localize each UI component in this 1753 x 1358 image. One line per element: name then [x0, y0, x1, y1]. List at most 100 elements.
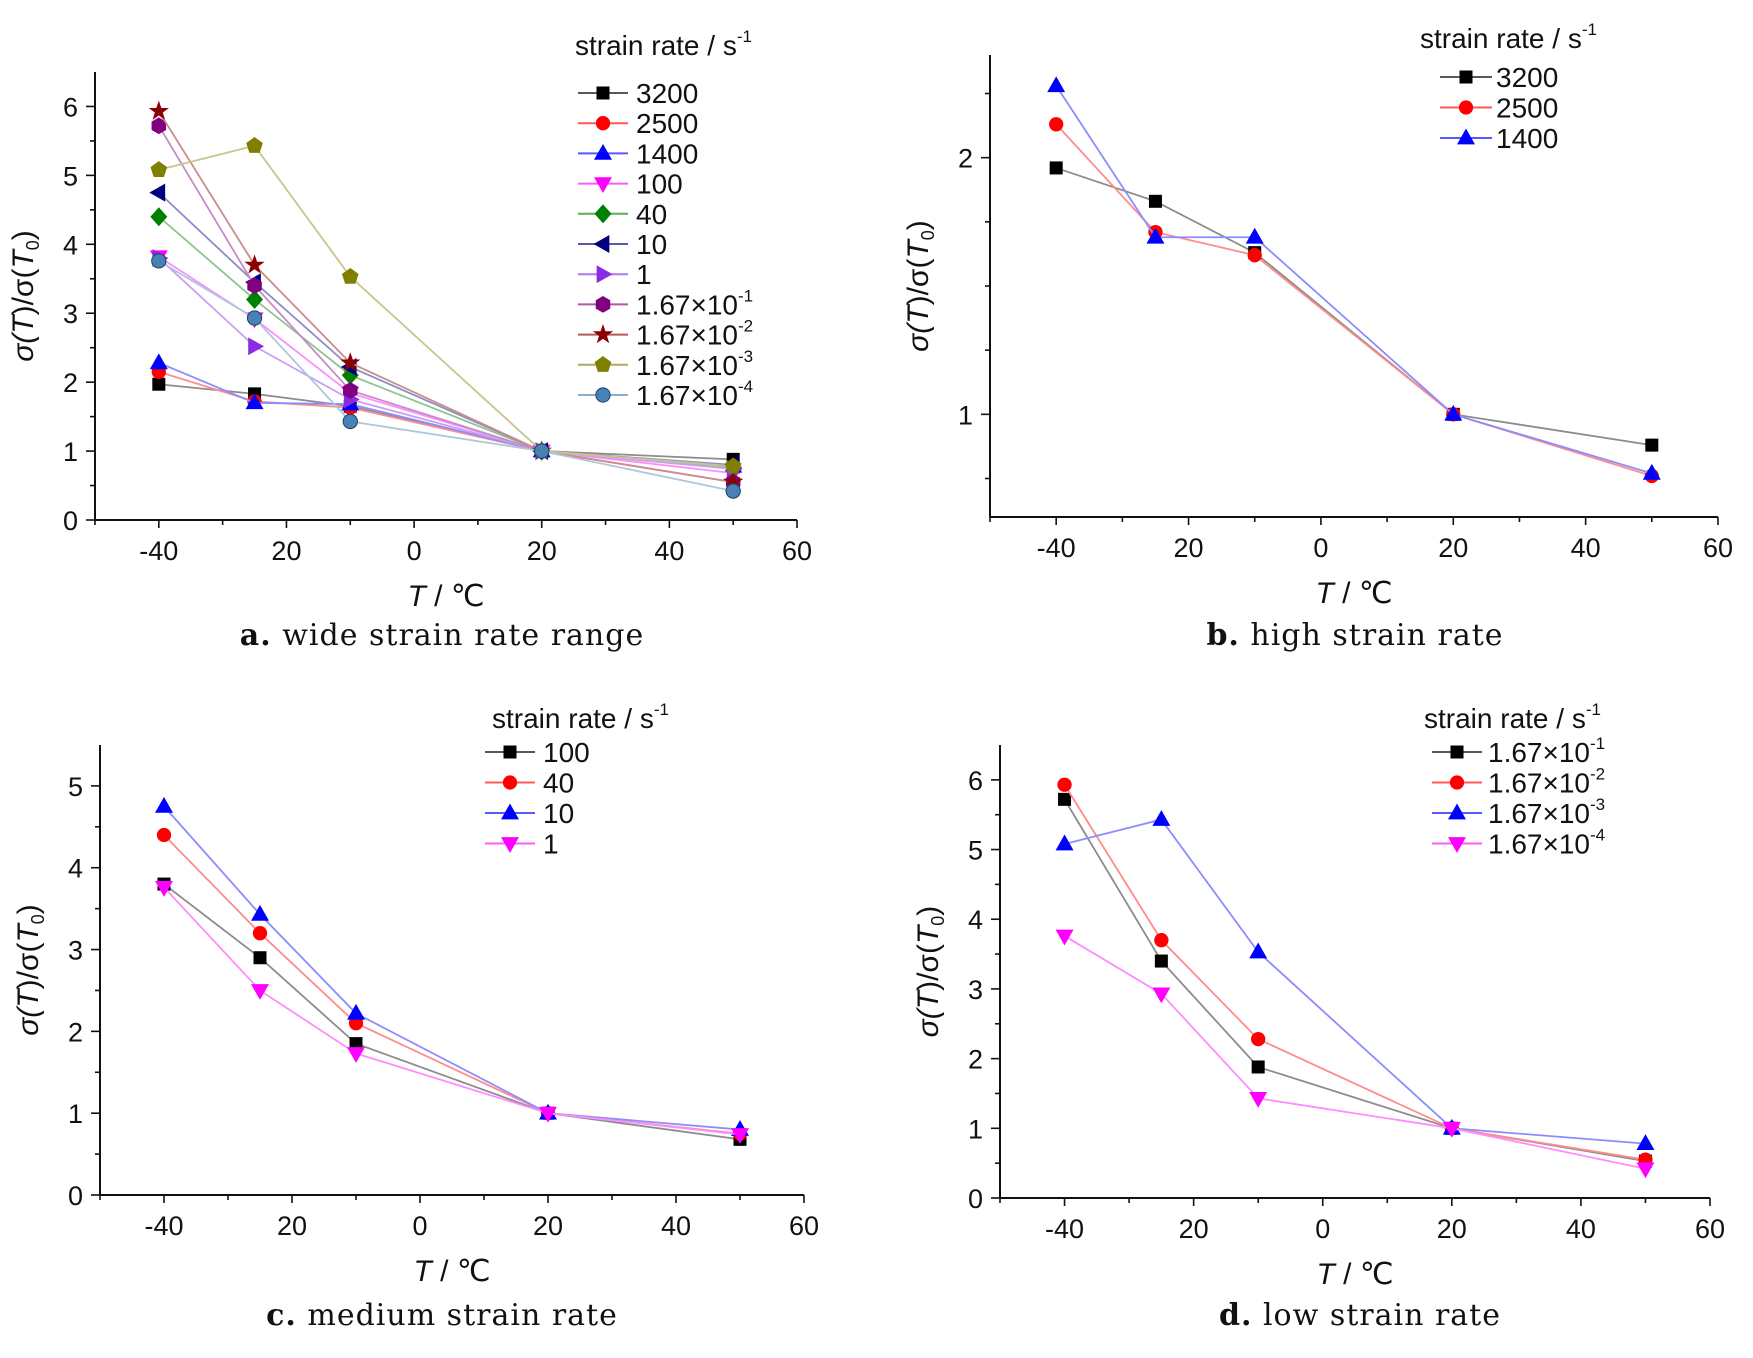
y-tick-label: 6 [968, 766, 983, 796]
legend-marker [592, 323, 614, 344]
legend-label: 10 [543, 798, 574, 829]
x-tick-label: -40 [144, 1211, 183, 1241]
legend-label: 1 [636, 259, 652, 290]
series-3 [1055, 810, 1655, 1150]
legend-label: 10 [636, 229, 667, 260]
legend-label: 100 [636, 169, 683, 200]
y-tick-label: 3 [63, 299, 78, 329]
legend-entry: 2500 [1440, 93, 1558, 124]
data-point [251, 904, 269, 921]
y-tick-label: 2 [968, 1045, 983, 1075]
y-tick-label: 1 [968, 1114, 983, 1144]
series-line [1064, 935, 1646, 1170]
x-axis-label: T / ℃ [407, 580, 484, 613]
legend: strain rate / s-1320025001400100401011.6… [575, 27, 753, 411]
legend-label: 1.67×10-3 [1488, 795, 1605, 829]
x-tick-label: 0 [407, 536, 422, 566]
data-point [1444, 404, 1463, 421]
legend-entry: 1.67×10-3 [1432, 795, 1605, 829]
x-tick-label: 20 [1179, 1214, 1209, 1244]
x-tick-label: 0 [1313, 533, 1328, 563]
legend-entry: 1.67×10-1 [578, 286, 753, 320]
y-tick-label: 4 [68, 854, 83, 884]
data-point [1636, 1134, 1655, 1150]
legend-entry: 3200 [1440, 62, 1558, 93]
series-3 [1047, 76, 1661, 480]
legend-marker [1449, 775, 1465, 790]
series-line [1064, 818, 1646, 1145]
legend-label: 1400 [636, 138, 698, 169]
legend-title: strain rate / s-1 [575, 27, 752, 61]
x-tick-label: 20 [527, 536, 557, 566]
legend-label: 3200 [1496, 62, 1558, 93]
data-point [342, 413, 358, 430]
data-point [1057, 777, 1072, 792]
x-axis-label: T / ℃ [1316, 1258, 1393, 1291]
data-point [1055, 834, 1074, 851]
legend-label: 1.67×10-4 [1488, 826, 1605, 860]
legend-label: 1.67×10-1 [1488, 734, 1605, 768]
legend-entry: 1.67×10-2 [578, 317, 753, 351]
legend-marker [596, 265, 613, 284]
legend-label: 40 [543, 768, 574, 799]
legend-title: strain rate / s-1 [492, 700, 669, 734]
x-tick-label: -40 [1045, 1214, 1084, 1244]
y-tick-label: 4 [968, 905, 983, 935]
data-point [251, 984, 269, 1000]
data-point [725, 483, 741, 499]
x-tick-label: 40 [1566, 1214, 1596, 1244]
y-tick-label: 0 [63, 506, 78, 536]
legend-entry: 1.67×10-4 [578, 377, 753, 411]
data-point [1148, 194, 1162, 208]
data-point [731, 1128, 749, 1144]
y-tick-label: 6 [63, 92, 78, 122]
data-point [349, 1037, 363, 1051]
y-axis-label: σ(T)/σ(T0) [902, 220, 938, 352]
legend-label: 1.67×10-2 [1488, 765, 1605, 799]
data-point [1245, 227, 1264, 244]
legend-label: 1 [543, 829, 559, 860]
data-point [245, 393, 264, 410]
legend: strain rate / s-11.67×10-11.67×10-21.67×… [1424, 700, 1605, 860]
legend-title: strain rate / s-1 [1420, 20, 1597, 54]
legend-entry: 10 [485, 798, 574, 829]
data-point [1247, 248, 1262, 263]
x-tick-label: 20 [1438, 533, 1468, 563]
x-tick-label: 20 [533, 1211, 563, 1241]
x-tick-label: 20 [277, 1211, 307, 1241]
legend-entry: 1 [485, 829, 559, 860]
legend-marker [503, 745, 517, 759]
y-axis-label: σ(T)/σ(T0) [7, 230, 43, 362]
data-point [539, 1106, 557, 1123]
x-tick-label: 60 [782, 536, 812, 566]
legend-entry: 1.67×10-3 [578, 347, 753, 381]
series-4 [155, 881, 749, 1144]
data-point [246, 289, 264, 309]
legend-marker [596, 86, 610, 100]
legend-label: 1.67×10-4 [636, 377, 753, 411]
data-point [152, 377, 166, 391]
x-tick-label: 40 [661, 1211, 691, 1241]
data-point [1442, 1121, 1461, 1138]
series-11 [151, 253, 741, 499]
data-point [1645, 438, 1659, 452]
data-point [340, 352, 361, 372]
y-tick-label: 5 [968, 836, 983, 866]
x-tick-label: 60 [1703, 533, 1733, 563]
y-tick-label: 5 [68, 772, 83, 802]
legend-marker [1448, 837, 1466, 853]
y-axis-label: σ(T)/σ(T0) [912, 906, 948, 1038]
legend-entry: 2500 [578, 108, 698, 139]
legend-entry: 40 [578, 199, 667, 230]
data-point [1642, 463, 1661, 480]
data-point [155, 796, 173, 813]
data-point [1249, 1091, 1268, 1108]
data-point [347, 1047, 365, 1063]
series-2 [1049, 117, 1659, 484]
legend-marker [1450, 745, 1464, 759]
x-tick-label: 20 [271, 536, 301, 566]
panel-caption: a. wide strain rate range [240, 618, 644, 653]
data-point [156, 827, 172, 843]
